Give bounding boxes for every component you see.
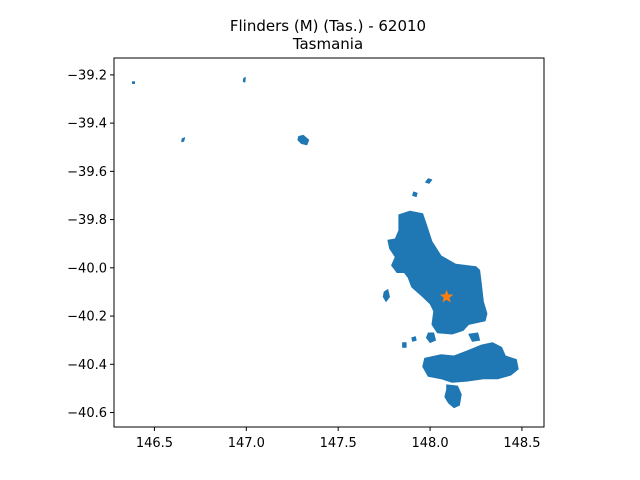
region-10 (412, 191, 418, 198)
y-axis: −39.2 −39.4 −39.6 −39.8 −40.0 −40.2 −40.4 −40.6 (67, 68, 114, 421)
chart-subtitle: Tasmania (292, 35, 363, 53)
region-12 (181, 137, 186, 143)
x-tick-label: 147.0 (228, 436, 265, 451)
region-4 (425, 332, 437, 344)
region-7 (402, 342, 407, 348)
region-1 (387, 210, 488, 335)
region-2 (422, 342, 519, 383)
y-tick-label: −39.6 (67, 165, 107, 180)
region-11 (297, 134, 310, 146)
region-13 (242, 76, 246, 83)
y-tick-label: −40.4 (67, 358, 107, 373)
location-star-marker (439, 289, 454, 303)
marker-layer (439, 289, 454, 303)
y-tick-label: −40.2 (67, 310, 107, 325)
x-axis: 146.5 147.0 147.5 148.0 148.5 (136, 427, 541, 451)
region-9 (425, 178, 433, 184)
chart-title: Flinders (M) (Tas.) - 62010 (230, 17, 426, 35)
region-8 (382, 289, 391, 303)
y-tick-label: −39.8 (67, 213, 107, 228)
region-3 (444, 384, 462, 409)
y-tick-label: −39.2 (67, 68, 107, 83)
x-tick-label: 147.5 (320, 436, 357, 451)
region-6 (411, 336, 417, 342)
region-5 (468, 332, 481, 342)
x-tick-label: 148.0 (411, 436, 448, 451)
y-tick-label: −40.6 (67, 406, 107, 421)
region-14 (131, 81, 136, 84)
x-tick-label: 148.5 (503, 436, 540, 451)
y-tick-label: −39.4 (67, 117, 107, 132)
x-tick-label: 146.5 (136, 436, 173, 451)
y-tick-label: −40.0 (67, 261, 107, 276)
plot-frame (113, 57, 545, 428)
map-regions (131, 76, 519, 409)
